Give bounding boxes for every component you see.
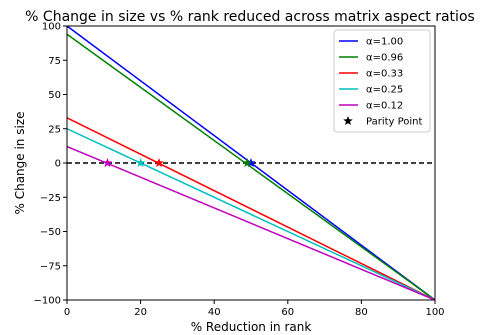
legend-label-3: α=0.25: [366, 85, 403, 96]
y-tick-label: 100: [42, 22, 61, 33]
legend-label-0: α=1.00: [366, 37, 403, 48]
parity-point-marker-4: [102, 158, 113, 168]
legend: α=1.00 α=0.96 α=0.33 α=0.25 α=0.12 Parity Poi…: [333, 29, 431, 133]
parity-point-marker-1: [242, 158, 253, 168]
y-tick-label: −25: [40, 193, 61, 204]
legend-label-parity: Parity Point: [366, 117, 423, 128]
legend-box: [333, 29, 431, 133]
parity-point-marker-3: [135, 158, 146, 168]
x-axis-title: % Reduction in rank: [191, 320, 312, 334]
y-tick-label: 50: [48, 90, 61, 101]
x-tick-label: 20: [134, 307, 147, 318]
x-tick-label: 40: [208, 307, 221, 318]
y-tick-label: 25: [48, 124, 61, 135]
x-tick-label: 80: [355, 307, 368, 318]
y-tick-label: 0: [55, 159, 61, 170]
series-line-4: [66, 145, 436, 301]
series-line-2: [66, 117, 436, 301]
parity-point-marker-2: [154, 158, 164, 168]
legend-label-4: α=0.12: [366, 101, 403, 112]
plot-area: [66, 25, 436, 301]
legend-label-1: α=0.96: [366, 53, 403, 64]
y-tick-label: 75: [48, 56, 61, 67]
y-tick-label: −100: [34, 296, 61, 307]
y-tick-label: −75: [40, 261, 61, 272]
x-tick-label: 100: [425, 307, 444, 318]
parity-point-marker-0: [246, 158, 256, 168]
axes: 0 20 40 60 80 100 −100 −75 −50 −25 0 25 50 75 100: [34, 22, 445, 319]
legend-parity-star-icon: [343, 116, 353, 126]
y-tick-label: −50: [40, 227, 61, 238]
series-line-1: [66, 33, 436, 301]
x-tick-label: 60: [281, 307, 294, 318]
legend-label-2: α=0.33: [366, 69, 403, 80]
x-tick-label: 0: [64, 307, 70, 318]
series-line-3: [66, 128, 436, 301]
y-axis-title: % Change in size: [13, 112, 27, 215]
chart-title: % Change in size vs % rank reduced acros…: [25, 9, 475, 25]
